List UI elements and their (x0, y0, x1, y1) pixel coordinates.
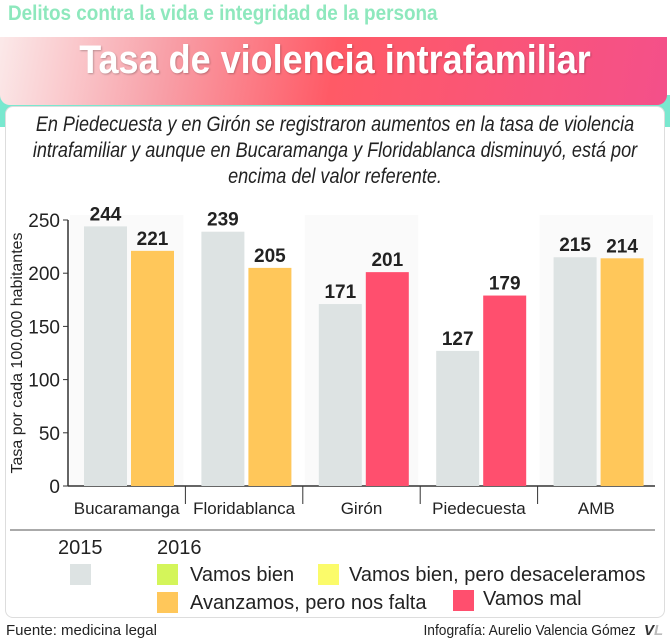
y-tick-label: 250 (28, 211, 60, 232)
category-label: Floridablanca (193, 499, 296, 518)
data-label: 239 (207, 210, 239, 231)
credit-note: Infografía: Aurelio Valencia Gómez (423, 622, 636, 639)
data-label: 244 (90, 204, 122, 225)
title-banner (0, 37, 667, 105)
y-tick-label: 50 (39, 424, 60, 445)
bar-2016 (483, 295, 527, 486)
y-tick-label: 0 (49, 477, 60, 498)
supertitle: Delitos contra la vida e integridad de l… (8, 2, 438, 25)
bar-2015 (553, 257, 597, 486)
data-label: 179 (489, 274, 521, 295)
bar-2015 (436, 350, 480, 486)
legend-swatch-vamos-bien (157, 564, 178, 585)
bar-2016 (248, 267, 292, 486)
intro-text: En Piedecuesta y en Girón se registraron… (32, 113, 638, 188)
legend-label: Vamos bien (190, 564, 295, 586)
category-label: Girón (341, 499, 383, 518)
data-label: 214 (606, 236, 638, 257)
data-label: 127 (442, 329, 474, 350)
bar-2016 (365, 272, 409, 486)
legend-swatch-avanzamos (157, 592, 178, 613)
bar-2015 (318, 304, 362, 486)
page-title: Tasa de violencia intrafamiliar (79, 38, 591, 82)
category-label: Piedecuesta (432, 499, 526, 518)
legend-swatch-vamos-mal (453, 590, 474, 611)
legend-label: Avanzamos, pero nos falta (190, 592, 427, 614)
y-axis-label: Tasa por cada 100.000 habitantes (9, 232, 26, 473)
data-label: 215 (559, 235, 591, 256)
y-tick-label: 150 (28, 317, 60, 338)
legend-label: Vamos bien, pero desaceleramos (349, 564, 646, 586)
bar-2015 (84, 226, 127, 486)
category-label: Bucaramanga (74, 499, 180, 518)
data-label: 221 (137, 229, 169, 250)
legend-swatch-desaceleramos (318, 564, 339, 585)
data-label: 201 (371, 250, 403, 271)
data-label: 205 (254, 246, 286, 267)
bar-2016 (131, 250, 174, 486)
data-label: 171 (324, 282, 356, 303)
bar-2016 (600, 258, 644, 486)
legend-2016-label: 2016 (157, 537, 202, 559)
vl-logo: VL (644, 622, 664, 639)
y-tick-label: 200 (28, 264, 60, 285)
category-label: AMB (578, 499, 615, 518)
y-tick-label: 100 (28, 371, 60, 392)
legend-swatch-2015 (70, 564, 91, 585)
legend-2015-label: 2015 (58, 537, 103, 559)
source-note: Fuente: medicina legal (6, 622, 157, 639)
legend-label: Vamos mal (483, 588, 582, 610)
bar-2015 (201, 231, 245, 486)
